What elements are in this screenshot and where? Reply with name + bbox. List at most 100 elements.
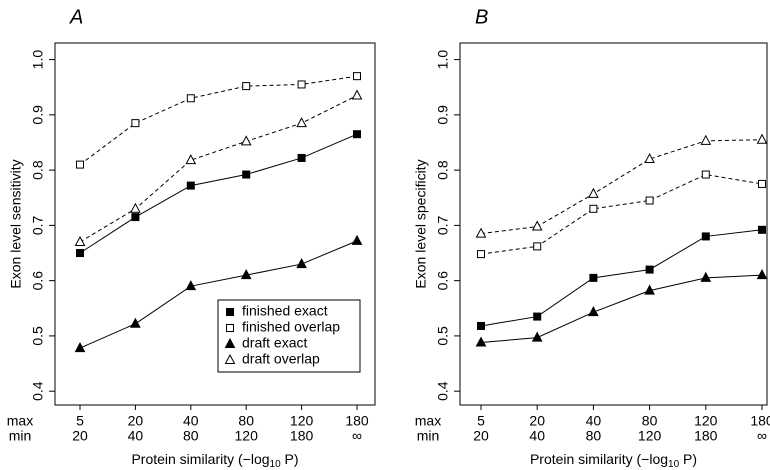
marker <box>76 249 84 258</box>
marker <box>756 269 768 280</box>
marker <box>475 336 487 347</box>
marker <box>74 342 86 353</box>
marker <box>644 152 655 164</box>
x-axis-label-tail: P) <box>281 451 299 467</box>
x-tick-label: 80 <box>586 428 602 444</box>
panel-title: A <box>69 6 83 28</box>
marker <box>240 135 252 146</box>
marker <box>589 204 598 213</box>
marker <box>296 117 307 128</box>
marker <box>226 324 234 332</box>
x-tick-label: 20 <box>128 413 144 429</box>
y-tick-label: 0.6 <box>30 271 46 291</box>
marker <box>701 232 710 241</box>
series-line <box>79 133 358 254</box>
marker <box>242 170 251 179</box>
marker <box>185 280 197 291</box>
series-line <box>79 95 358 243</box>
x-tick-label: 180 <box>694 428 718 444</box>
marker <box>588 187 599 198</box>
x-tick-label: 180 <box>750 413 770 429</box>
x-axis-label-sub: 10 <box>668 459 680 470</box>
marker <box>645 196 654 205</box>
x-axis-label-text: Protein similarity (−log <box>131 451 269 467</box>
marker <box>701 170 710 179</box>
y-axis-label: Exon level specificity <box>413 159 429 288</box>
x-tick-label: 40 <box>586 413 602 429</box>
y-tick-label: 0.8 <box>30 160 46 180</box>
y-tick-label: 1.0 <box>435 50 451 70</box>
marker <box>185 154 197 165</box>
x-tick-label: 80 <box>642 413 658 429</box>
marker <box>477 250 485 259</box>
x-tick-label: 40 <box>529 428 545 444</box>
marker <box>224 337 236 348</box>
x-axis-label-sub: 10 <box>270 459 282 470</box>
marker <box>297 80 306 89</box>
marker <box>644 284 655 295</box>
marker <box>758 225 766 234</box>
marker <box>531 331 543 342</box>
x-axis-label-text: Protein similarity (−log <box>530 451 668 467</box>
x-tick-label: 120 <box>235 428 259 444</box>
marker <box>588 306 599 317</box>
legend-box <box>217 299 361 373</box>
marker <box>297 153 306 162</box>
y-tick-label: 1.0 <box>30 50 46 70</box>
x-row-label: max <box>415 413 441 429</box>
marker <box>353 130 361 139</box>
legend-label: draft exact <box>242 335 307 351</box>
marker <box>700 271 712 282</box>
marker <box>76 160 84 169</box>
x-tick-label: 120 <box>290 413 314 429</box>
x-tick-label: 80 <box>238 413 254 429</box>
marker <box>700 134 712 145</box>
legend-label: draft overlap <box>242 351 320 367</box>
y-tick-label: 0.9 <box>30 105 46 125</box>
plot-frame <box>459 42 768 406</box>
x-row-label: min <box>417 428 440 444</box>
x-tick-label: 5 <box>477 413 485 429</box>
marker <box>533 242 542 251</box>
x-tick-label: 80 <box>183 428 199 444</box>
x-tick-label: 180 <box>345 413 369 429</box>
y-tick-label: 0.4 <box>435 381 451 401</box>
marker <box>130 202 141 213</box>
series-line <box>79 75 358 165</box>
y-tick-label: 0.7 <box>435 215 451 235</box>
x-tick-label: 180 <box>290 428 314 444</box>
marker <box>475 227 487 238</box>
x-tick-label: 20 <box>529 413 545 429</box>
marker <box>74 235 86 246</box>
plot-frame <box>54 42 376 406</box>
x-tick-label: 20 <box>473 428 489 444</box>
y-tick-label: 0.5 <box>435 326 451 346</box>
marker <box>351 234 363 245</box>
marker <box>224 353 236 364</box>
x-axis-label: Protein similarity (−log10 P) <box>530 451 697 470</box>
marker <box>531 220 543 231</box>
series-line <box>79 240 358 349</box>
series-line <box>480 139 763 235</box>
marker <box>226 308 234 316</box>
legend-label: finished exact <box>242 303 328 319</box>
marker <box>240 269 252 280</box>
x-axis-label: Protein similarity (−log10 P) <box>131 451 298 470</box>
marker <box>758 179 766 188</box>
series-line <box>480 229 763 327</box>
x-tick-label: ∞ <box>352 428 362 444</box>
y-tick-label: 0.9 <box>435 105 451 125</box>
x-tick-label: 5 <box>76 413 84 429</box>
x-tick-label: 40 <box>183 413 199 429</box>
x-tick-label: 120 <box>638 428 662 444</box>
x-tick-label: 40 <box>128 428 144 444</box>
x-row-label: min <box>9 428 32 444</box>
series-line <box>480 174 763 255</box>
marker <box>589 273 598 282</box>
x-row-label: max <box>7 413 33 429</box>
y-tick-label: 0.8 <box>435 160 451 180</box>
y-tick-label: 0.7 <box>30 215 46 235</box>
legend-label: finished overlap <box>242 319 340 335</box>
marker <box>756 133 768 144</box>
marker <box>186 94 195 103</box>
